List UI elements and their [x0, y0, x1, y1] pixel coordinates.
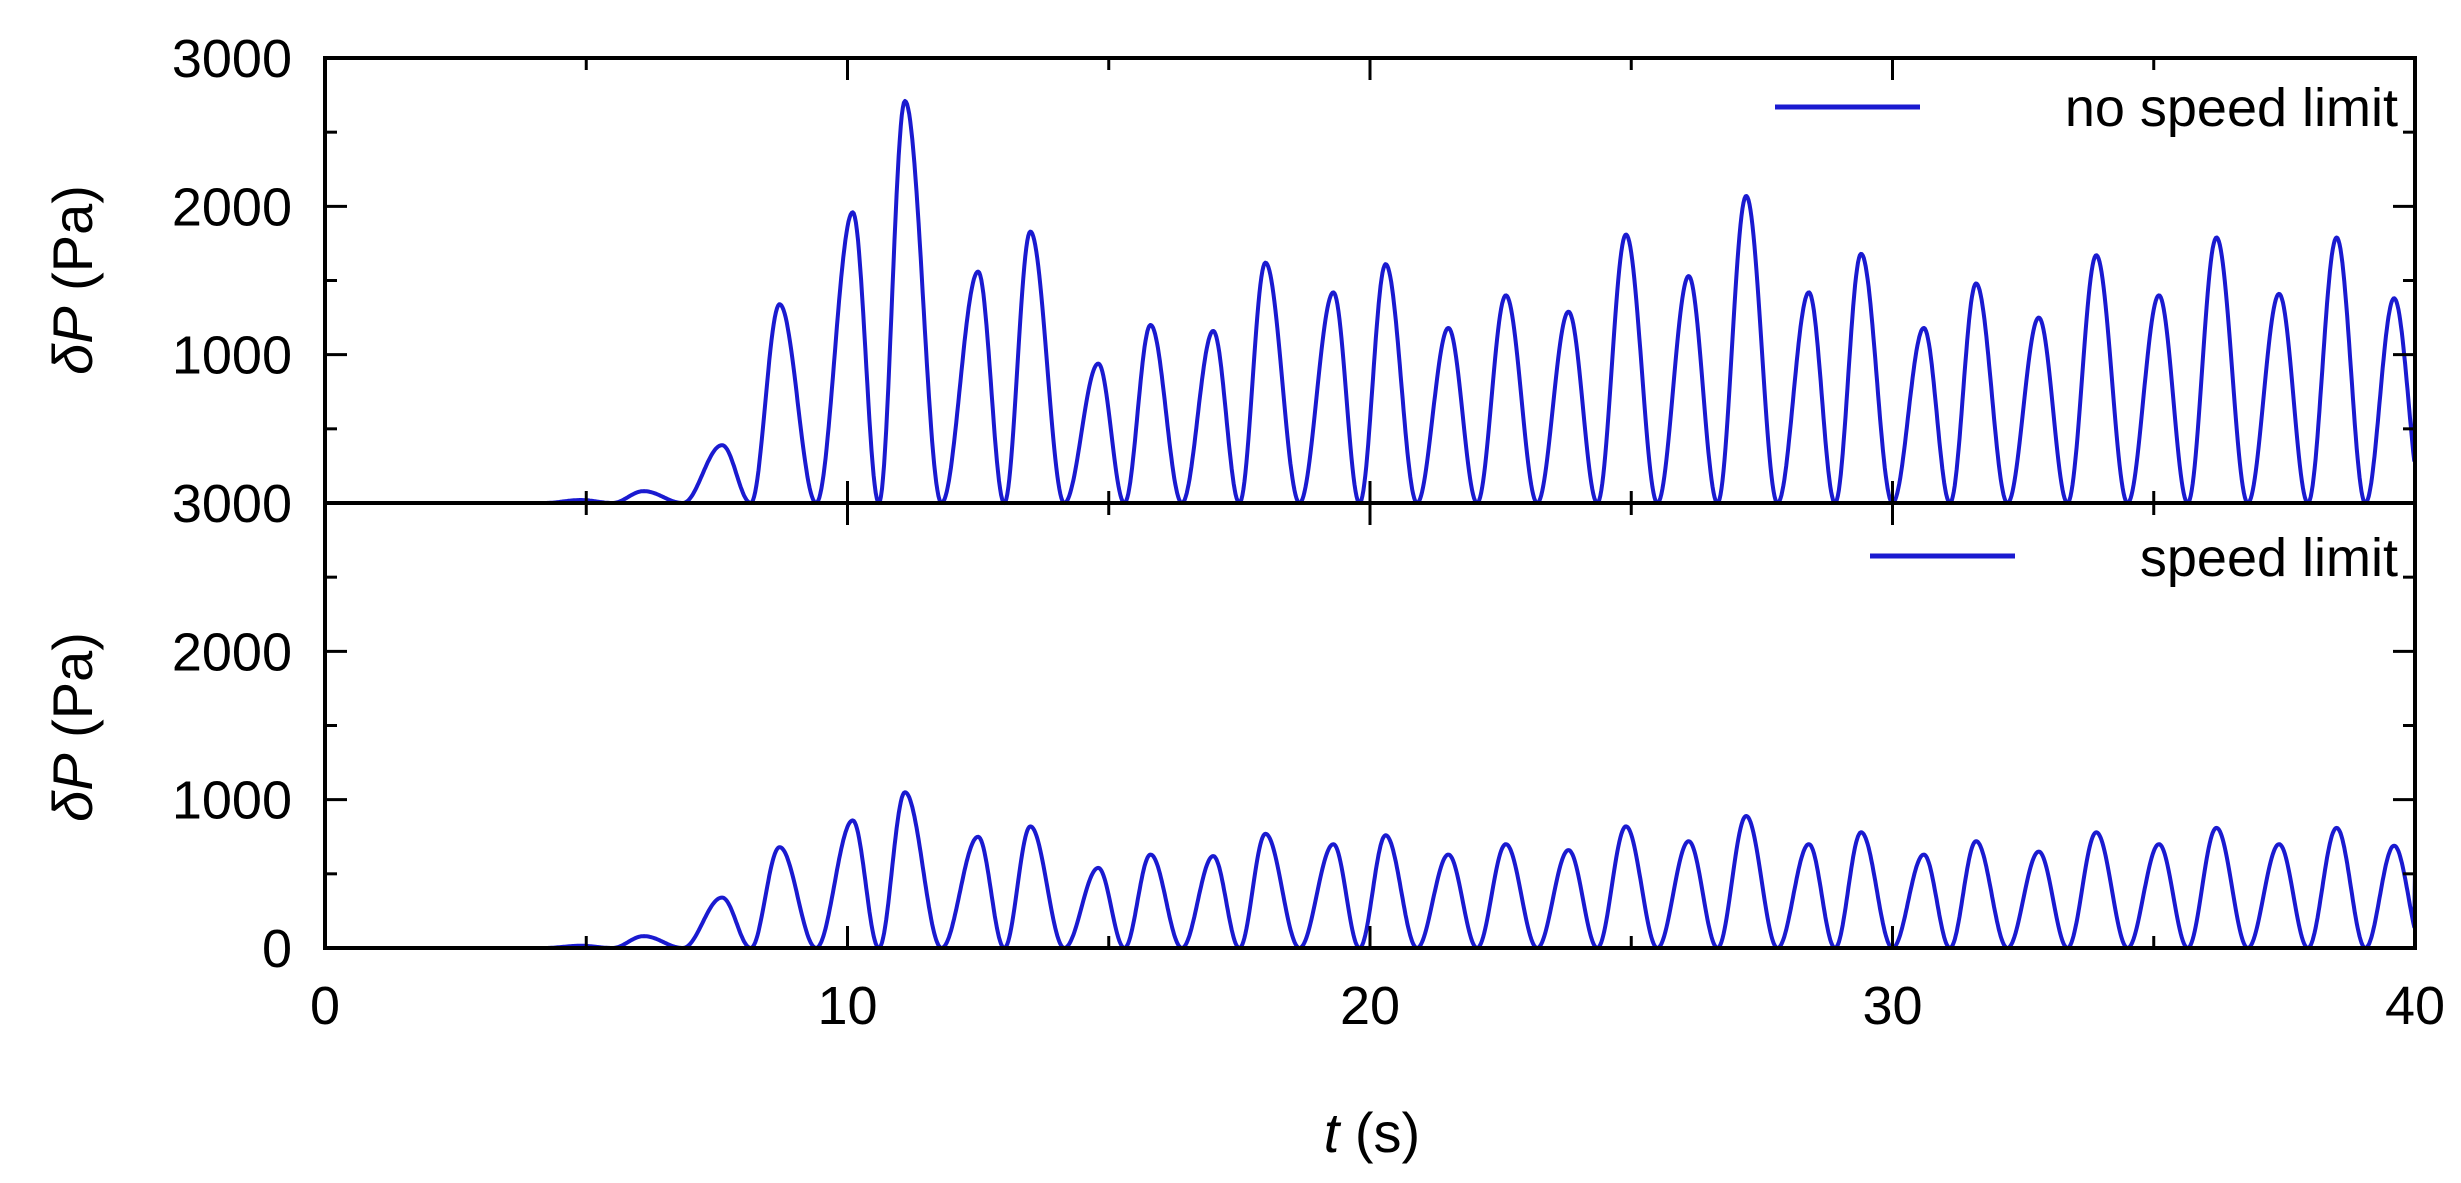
bottom-y-tick-labels: 0 1000 2000 — [172, 622, 292, 979]
bottom-plot-frame — [323, 501, 2417, 950]
y-tick-label: 0 — [262, 919, 292, 979]
y-tick-label: 3000 — [172, 474, 292, 534]
bottom-series-line — [323, 790, 2417, 950]
x-tick-label: 0 — [310, 976, 340, 1036]
top-y-axis-label: δP (Pa) — [41, 185, 104, 375]
x-tick-label: 20 — [1340, 976, 1400, 1036]
bottom-legend: speed limit — [1870, 528, 2398, 588]
y-tick-label: 3000 — [172, 29, 292, 89]
y-tick-label: 1000 — [172, 326, 292, 386]
x-tick-label: 30 — [1862, 976, 1922, 1036]
bottom-y-axis-label: δP (Pa) — [41, 632, 104, 822]
bottom-panel: 0 1000 2000 0 10 20 30 40 δP (Pa) t (s) speed … — [41, 501, 2445, 1164]
y-tick-label: 2000 — [172, 622, 292, 682]
bottom-y-ticks — [325, 501, 2415, 950]
bottom-x-ticks — [323, 503, 2417, 948]
bottom-legend-label: speed limit — [2140, 528, 2398, 588]
top-legend: no speed limit — [1775, 78, 2398, 138]
top-panel: 3000 1000 2000 3000 δP (Pa) no speed limit — [41, 29, 2417, 534]
y-tick-label: 1000 — [172, 771, 292, 831]
top-y-tick-labels: 3000 1000 2000 3000 — [172, 29, 292, 534]
y-tick-label: 2000 — [172, 177, 292, 237]
x-axis-label: t (s) — [1324, 1101, 1420, 1164]
x-tick-label: 10 — [817, 976, 877, 1036]
top-legend-label: no speed limit — [2065, 78, 2398, 138]
top-series-line — [323, 99, 2417, 505]
x-tick-labels: 0 10 20 30 40 — [310, 976, 2445, 1036]
x-tick-label: 40 — [2385, 976, 2445, 1036]
